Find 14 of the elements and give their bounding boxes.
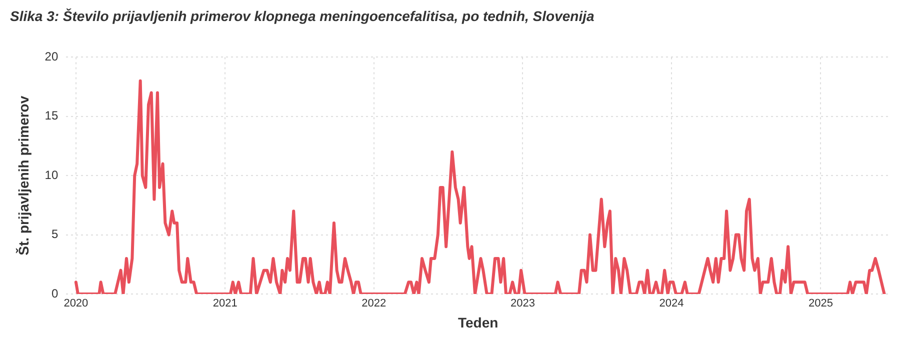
y-tick-label: 0 [51,286,58,300]
x-tick-label: 2024 [659,298,684,310]
y-tick-label: 10 [44,168,58,182]
x-tick-label: 2023 [510,298,535,310]
x-axis-title: Teden [458,314,498,330]
y-tick-label: 20 [44,50,58,64]
x-tick-label: 2025 [808,298,833,310]
y-axis-title: Št. prijavljenih primerov [15,96,32,256]
x-tick-label: 2022 [362,298,386,310]
y-tick-label: 5 [51,227,58,242]
y-tick-label: 15 [44,108,58,123]
x-tick-label: 2020 [64,298,88,310]
chart-title: Slika 3: Število prijavljenih primerov klopnega meningoencefalitisa, po tednih, Slovenija [9,8,596,26]
x-tick-label: 2021 [212,298,238,310]
